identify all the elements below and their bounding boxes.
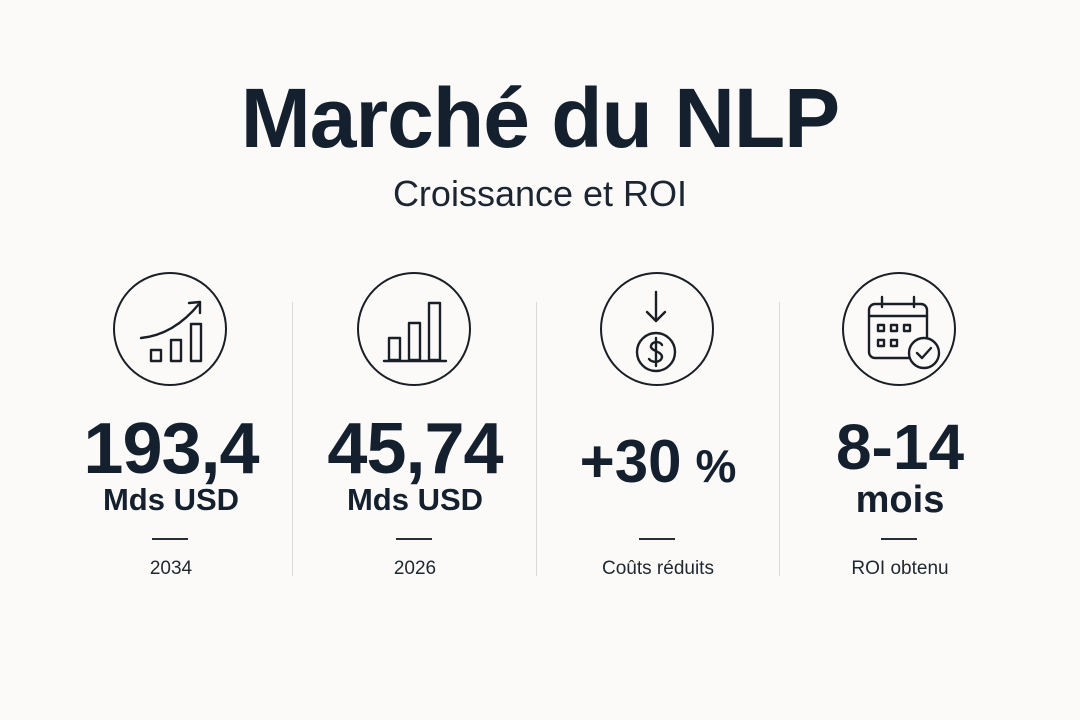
separator-dash (639, 538, 675, 540)
calendar-check-icon (842, 272, 956, 386)
column-divider (292, 302, 293, 576)
page-subtitle: Croissance et ROI (392, 173, 688, 214)
separator-dash (152, 538, 188, 540)
bar-chart-icon (357, 272, 471, 386)
stat-label: Coûts réduits (602, 558, 714, 579)
stat-label: 2026 (393, 558, 437, 579)
growth-chart-icon (113, 272, 227, 386)
stat-value: 45,74 (327, 409, 503, 489)
stat-card-roi: 8-14 mois ROI obtenu (780, 272, 1020, 592)
stat-unit: Mds USD (102, 482, 240, 517)
page-title: Marché du NLP (240, 71, 840, 165)
stat-value: 8-14 (835, 411, 965, 483)
stat-unit: mois (855, 479, 945, 521)
stat-value: 193,4 (83, 409, 259, 489)
stat-card-cost-reduction: +30% Coûts réduits (538, 272, 778, 592)
cost-reduction-icon (600, 272, 714, 386)
stat-card-market-2026: 45,74 Mds USD 2026 (295, 272, 535, 592)
stat-card-market-2034: 193,4 Mds USD 2034 (51, 272, 291, 592)
separator-dash (881, 538, 917, 540)
stat-value: +30% (538, 428, 778, 500)
stat-label: ROI obtenu (851, 558, 949, 579)
stat-unit: % (695, 440, 737, 492)
stat-number: +30 (579, 428, 682, 495)
separator-dash (396, 538, 432, 540)
column-divider (779, 302, 780, 576)
stat-label: 2034 (149, 558, 193, 579)
stat-unit: Mds USD (346, 482, 484, 517)
column-divider (536, 302, 537, 576)
